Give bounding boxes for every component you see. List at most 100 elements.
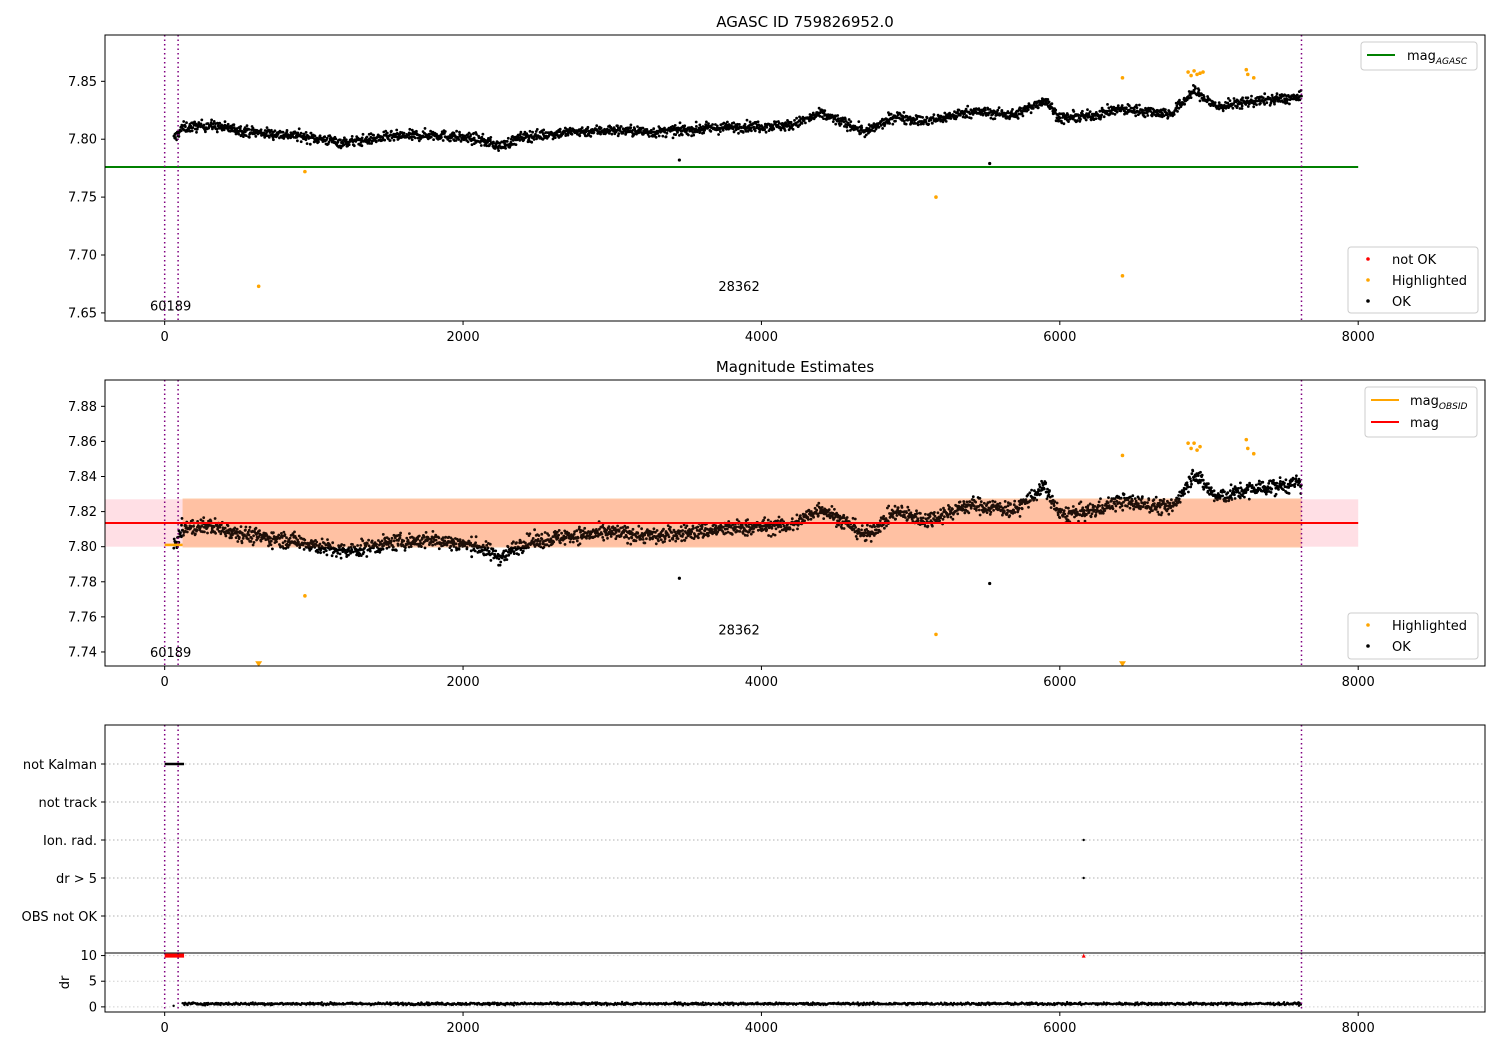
legend-points-box [1347, 246, 1479, 314]
flag-level-label: not track [38, 796, 97, 811]
highlighted-point [303, 594, 307, 598]
legend-point-swatch [1366, 299, 1370, 303]
y-tick-label: 7.78 [68, 575, 97, 590]
legend-point-label: OK [1392, 295, 1411, 310]
x-tick-label: 4000 [745, 330, 778, 345]
highlighted-point [1251, 451, 1256, 456]
highlighted-point [1189, 73, 1193, 78]
highlighted-point [303, 169, 307, 174]
flag-level-label: Ion. rad. [43, 834, 97, 849]
flag-level-label: not Kalman [23, 758, 97, 773]
legend-point-label: OK [1392, 640, 1411, 655]
legend-line-label: mag [1410, 416, 1439, 431]
dr-high-point [1081, 953, 1086, 958]
highlighted-point [934, 632, 938, 637]
chart-title: AGASC ID 759826952.0 [716, 13, 894, 31]
magnitude-estimates-panel: Magnitude Estimates 60189 28362 0 2000 4000 60… [68, 358, 1486, 690]
legend-line-subscript: AGASC [1435, 57, 1468, 67]
x-tick-label: 4000 [745, 1021, 778, 1036]
highlighted-point [1120, 76, 1125, 80]
legend-point-label: Highlighted [1392, 619, 1467, 634]
x-tick-label: 8000 [1342, 330, 1375, 345]
dr-axis-label: dr [58, 975, 73, 989]
highlighted-point [1186, 70, 1190, 74]
highlighted-point [1192, 441, 1196, 445]
obsid-annotation: 60189 [150, 300, 191, 315]
x-tick-label: 0 [161, 675, 169, 690]
highlighted-point [1251, 76, 1256, 80]
obsid-annotation: 28362 [718, 280, 759, 295]
highlighted-point [1198, 71, 1202, 76]
y-tick-label: 7.76 [68, 610, 97, 625]
agasc-magnitude-panel: AGASC ID 759826952.0 60189 28362 0 2000 4000 6… [68, 13, 1486, 345]
legend-point-swatch [1366, 623, 1370, 627]
legend-point-swatch [1366, 257, 1370, 261]
x-tick-label: 6000 [1043, 330, 1076, 345]
ok-points [172, 468, 1303, 567]
y-tick-label: 10 [80, 949, 97, 964]
y-tick-label: 7.88 [68, 400, 97, 415]
y-tick-label: 5 [89, 975, 97, 990]
ok-outlier-point [988, 581, 992, 586]
y-tick-label: 7.74 [68, 645, 97, 660]
flags-panel: not Kalman not track Ion. rad. dr > 5 OBS no… [22, 724, 1486, 954]
highlighted-point [1195, 72, 1199, 77]
y-tick-label: 7.85 [68, 75, 97, 90]
axes-frame [104, 34, 1486, 322]
highlighted-point [1120, 453, 1125, 458]
x-tick-label: 8000 [1342, 675, 1375, 690]
x-tick-label: 8000 [1342, 1021, 1375, 1036]
flag-point [1082, 838, 1085, 842]
highlighted-point [1201, 70, 1205, 74]
obsid-annotation: 60189 [150, 646, 191, 661]
highlighted-point [1186, 441, 1190, 445]
legend-point-swatch [1366, 644, 1370, 648]
legend-point-label: Highlighted [1392, 274, 1467, 289]
highlighted-point [1245, 446, 1250, 451]
dr-panel: 0 5 10 0 2000 4000 6000 8000 dr [58, 949, 1486, 1036]
y-tick-label: 7.84 [68, 470, 97, 485]
flag-level-label: dr > 5 [56, 872, 97, 887]
ok-outlier-point [677, 158, 681, 162]
legend-line-box [1360, 41, 1478, 71]
x-tick-label: 2000 [447, 675, 480, 690]
x-tick-label: 2000 [447, 1021, 480, 1036]
x-tick-label: 2000 [447, 330, 480, 345]
highlighted-point [256, 284, 261, 289]
highlighted-point [1244, 67, 1249, 72]
dr-point [172, 1004, 175, 1008]
axes-frame [104, 952, 1486, 1013]
clipped-marker [255, 661, 263, 667]
x-tick-label: 4000 [745, 675, 778, 690]
y-tick-label: 7.80 [68, 540, 97, 555]
x-tick-label: 0 [161, 1021, 169, 1036]
dr-points [181, 1000, 1303, 1007]
axes-frame [104, 379, 1486, 667]
x-tick-label: 6000 [1043, 1021, 1076, 1036]
highlighted-point [934, 195, 938, 199]
x-tick-label: 6000 [1043, 675, 1076, 690]
chart-title: Magnitude Estimates [716, 358, 874, 376]
y-tick-label: 7.86 [68, 435, 97, 450]
ok-points [172, 83, 1303, 153]
highlighted-point [1195, 448, 1199, 452]
highlighted-point [1189, 446, 1193, 451]
y-tick-label: 7.82 [68, 505, 97, 520]
y-tick-label: 7.70 [68, 249, 97, 264]
legend-point-label: not OK [1392, 253, 1437, 268]
legend-line-subscript: OBSID [1439, 402, 1468, 412]
ok-outlier-point [677, 576, 681, 580]
axes-frame [104, 724, 1486, 954]
y-tick-label: 7.80 [68, 133, 97, 148]
highlighted-point [1198, 444, 1202, 449]
legend-point-swatch [1366, 278, 1370, 282]
ok-outlier-point [988, 161, 992, 166]
clipped-marker [1118, 661, 1126, 667]
obsid-annotation: 28362 [718, 623, 759, 638]
flag-point [1082, 876, 1085, 880]
legend-points-box [1347, 612, 1479, 660]
flag-level-label: OBS not OK [22, 910, 98, 925]
highlighted-point [1245, 72, 1250, 77]
x-tick-label: 0 [161, 330, 169, 345]
